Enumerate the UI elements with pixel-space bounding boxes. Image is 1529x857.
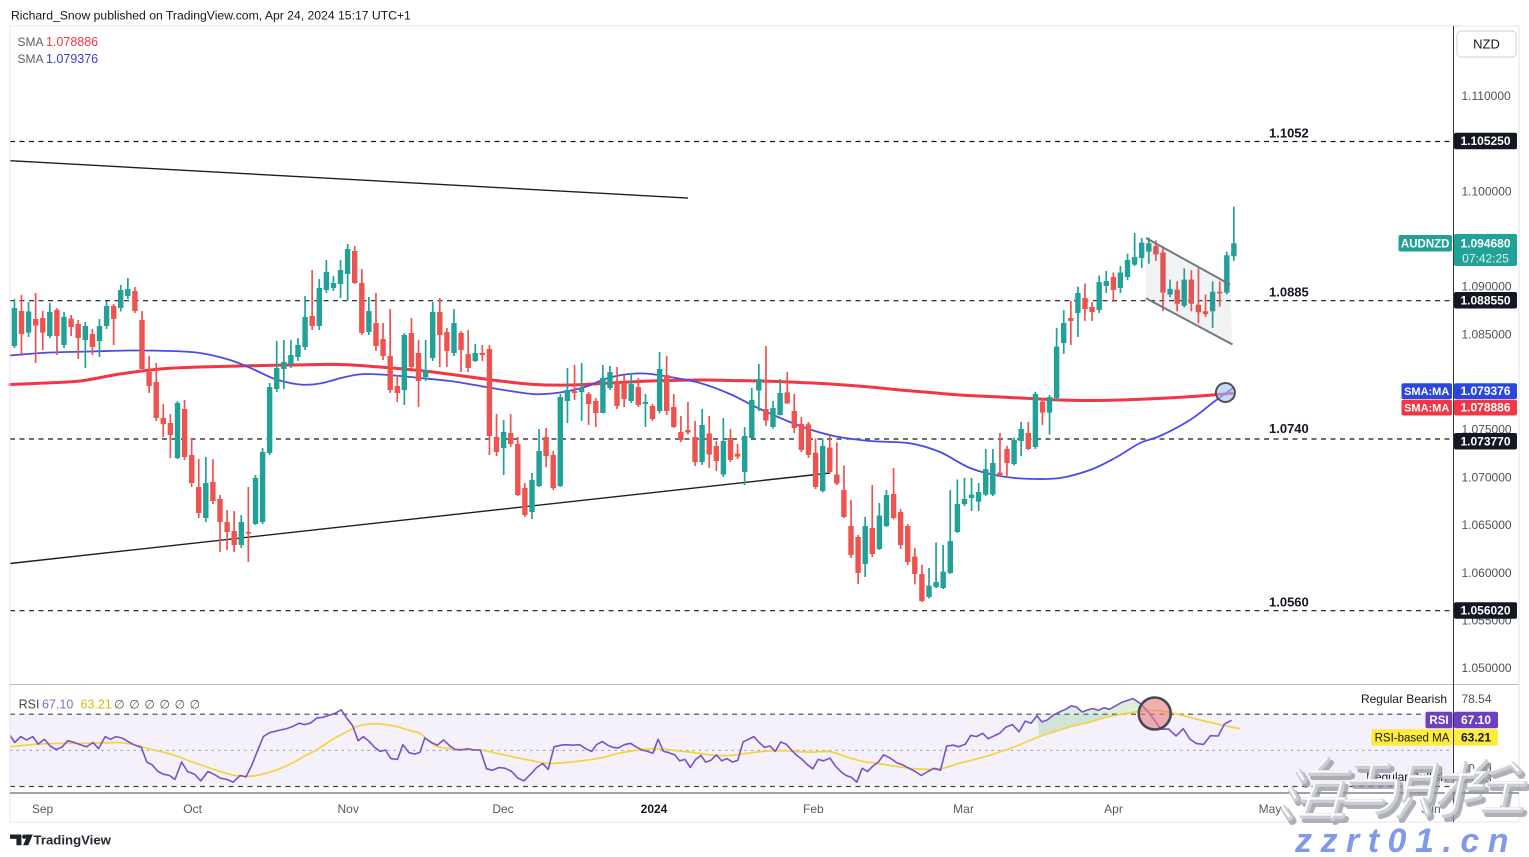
svg-text:1.105250: 1.105250 xyxy=(1460,134,1510,148)
svg-text:Sep: Sep xyxy=(32,802,54,816)
svg-text:1.050000: 1.050000 xyxy=(1462,661,1512,675)
svg-text:2024: 2024 xyxy=(641,802,668,816)
svg-text:1.100000: 1.100000 xyxy=(1462,184,1512,198)
svg-text:∅: ∅ xyxy=(190,698,200,712)
svg-text:SMA: SMA xyxy=(18,35,44,49)
svg-text:NZD: NZD xyxy=(1473,37,1500,52)
svg-text:1.088550: 1.088550 xyxy=(1460,293,1510,307)
svg-text:RSI: RSI xyxy=(19,698,40,712)
svg-text:63.21: 63.21 xyxy=(81,698,112,712)
svg-text:1.060000: 1.060000 xyxy=(1462,566,1512,580)
svg-text:zzrt01.cn: zzrt01.cn xyxy=(1292,820,1515,857)
svg-text:1.079376: 1.079376 xyxy=(1460,384,1510,398)
svg-text:Mar: Mar xyxy=(953,802,974,816)
svg-text:Oct: Oct xyxy=(183,802,202,816)
svg-text:63.21: 63.21 xyxy=(1461,730,1491,744)
svg-text:Apr: Apr xyxy=(1104,802,1123,816)
svg-text:1.0740: 1.0740 xyxy=(1269,421,1309,436)
svg-text:SMA:MA: SMA:MA xyxy=(1404,386,1449,398)
svg-text:1.078886: 1.078886 xyxy=(1460,401,1510,415)
svg-text:1.0560: 1.0560 xyxy=(1269,595,1309,610)
svg-text:∅: ∅ xyxy=(159,698,169,712)
svg-text:1.073770: 1.073770 xyxy=(1460,434,1510,448)
svg-text:Feb: Feb xyxy=(803,802,824,816)
svg-text:RSI: RSI xyxy=(1429,715,1448,727)
svg-text:TradingView: TradingView xyxy=(34,833,112,848)
svg-text:Richard_Snow published on Trad: Richard_Snow published on TradingView.co… xyxy=(11,9,411,23)
svg-text:1.056020: 1.056020 xyxy=(1460,604,1510,618)
svg-text:78.54: 78.54 xyxy=(1462,692,1492,706)
svg-text:zzrt01.cn: zzrt01.cn xyxy=(1294,822,1517,857)
svg-text:67.10: 67.10 xyxy=(42,698,73,712)
svg-text:RSI-based MA: RSI-based MA xyxy=(1375,732,1450,744)
svg-text:1.0885: 1.0885 xyxy=(1269,285,1309,300)
svg-text:1.079376: 1.079376 xyxy=(46,52,98,66)
svg-text:1.094680: 1.094680 xyxy=(1460,237,1510,251)
svg-text:Nov: Nov xyxy=(338,802,359,816)
svg-text:AUDNZD: AUDNZD xyxy=(1401,238,1450,250)
svg-text:1.070000: 1.070000 xyxy=(1462,470,1512,484)
svg-text:∅: ∅ xyxy=(114,698,124,712)
svg-text:SMA: SMA xyxy=(18,52,44,66)
svg-text:1.1052: 1.1052 xyxy=(1269,126,1309,141)
svg-text:SMA:MA: SMA:MA xyxy=(1404,403,1449,415)
svg-text:∅: ∅ xyxy=(175,698,185,712)
svg-text:∅: ∅ xyxy=(144,698,154,712)
svg-text:∅: ∅ xyxy=(129,698,139,712)
svg-text:1.065000: 1.065000 xyxy=(1462,518,1512,532)
svg-text:1.110000: 1.110000 xyxy=(1462,89,1511,103)
svg-text:May: May xyxy=(1259,802,1282,816)
svg-text:1.085000: 1.085000 xyxy=(1462,327,1512,341)
svg-text:1.090000: 1.090000 xyxy=(1462,280,1512,294)
svg-text:07:42:25: 07:42:25 xyxy=(1462,252,1509,266)
svg-text:67.10: 67.10 xyxy=(1461,713,1491,727)
svg-text:Regular Bearish: Regular Bearish xyxy=(1361,692,1447,706)
svg-text:Dec: Dec xyxy=(492,802,513,816)
svg-text:1.078886: 1.078886 xyxy=(46,35,98,49)
